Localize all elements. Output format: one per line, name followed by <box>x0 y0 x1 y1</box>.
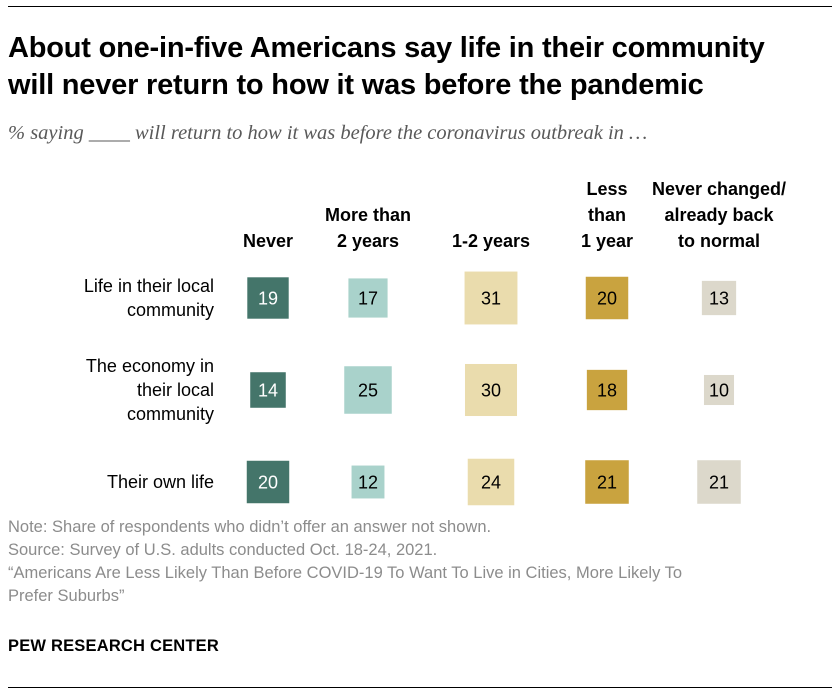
value-label: 21 <box>597 473 617 493</box>
chart-title: About one-in-five Americans say life in … <box>8 30 834 104</box>
column-header-label: Less <box>586 179 627 199</box>
report-title-line-2: Prefer Suburbs” <box>8 587 125 605</box>
title-line-2: will never return to how it was before t… <box>8 69 704 101</box>
bottom-rule <box>8 687 832 688</box>
value-square <box>348 278 388 318</box>
value-square <box>585 460 629 504</box>
value-square <box>464 363 518 417</box>
column-header-label: 1-2 years <box>452 231 530 251</box>
column-header-label: than <box>588 205 626 225</box>
value-square <box>467 458 515 506</box>
notes-block: Note: Share of respondents who didn’t of… <box>8 516 834 608</box>
column-header-label: More than <box>325 205 411 225</box>
value-label: 31 <box>481 289 501 309</box>
value-label: 19 <box>258 289 278 309</box>
value-label: 18 <box>597 381 617 401</box>
value-square <box>703 374 735 406</box>
column-header-label: already back <box>664 205 774 225</box>
value-label: 13 <box>709 289 729 309</box>
source-text: Source: Survey of U.S. adults conducted … <box>8 541 438 559</box>
value-square <box>697 460 741 504</box>
top-rule <box>8 6 832 7</box>
row-label: Their own life <box>107 472 214 492</box>
value-square <box>246 460 290 504</box>
title-line-1: About one-in-five Americans say life in … <box>8 32 765 64</box>
value-square <box>701 280 737 316</box>
column-header-label: 2 years <box>337 231 399 251</box>
value-label: 20 <box>597 289 617 309</box>
row-label: The economy in <box>86 356 214 376</box>
row-label: community <box>127 300 214 320</box>
value-label: 25 <box>358 381 378 401</box>
value-label: 12 <box>358 473 378 493</box>
value-square <box>247 277 289 319</box>
value-label: 30 <box>481 381 501 401</box>
value-square <box>344 366 392 414</box>
value-square <box>351 465 385 499</box>
value-label: 14 <box>258 381 278 401</box>
value-square <box>586 369 628 411</box>
column-header-label: 1 year <box>581 231 633 251</box>
column-header-label: to normal <box>678 231 760 251</box>
value-square <box>585 276 629 320</box>
value-label: 24 <box>481 473 501 493</box>
value-label: 21 <box>709 473 729 493</box>
value-square <box>250 372 286 408</box>
row-label: their local <box>137 380 214 400</box>
pew-research-center-logo: PEW RESEARCH CENTER <box>8 637 219 655</box>
value-square <box>464 271 518 325</box>
note-text: Note: Share of respondents who didn’t of… <box>8 518 492 536</box>
row-label: community <box>127 404 214 424</box>
value-label: 10 <box>709 381 729 401</box>
report-title-line-1: “Americans Are Less Likely Than Before C… <box>8 564 683 582</box>
value-label: 17 <box>358 289 378 309</box>
row-label: Life in their local <box>84 276 214 296</box>
column-header-label: Never <box>243 231 293 251</box>
bubble-table-chart: Never More than 2 years 1-2 years Less than 1 … <box>84 179 786 506</box>
column-header-label: Never changed/ <box>652 179 786 199</box>
chart-subtitle: % saying ____ will return to how it was … <box>8 122 648 144</box>
value-label: 20 <box>258 473 278 493</box>
